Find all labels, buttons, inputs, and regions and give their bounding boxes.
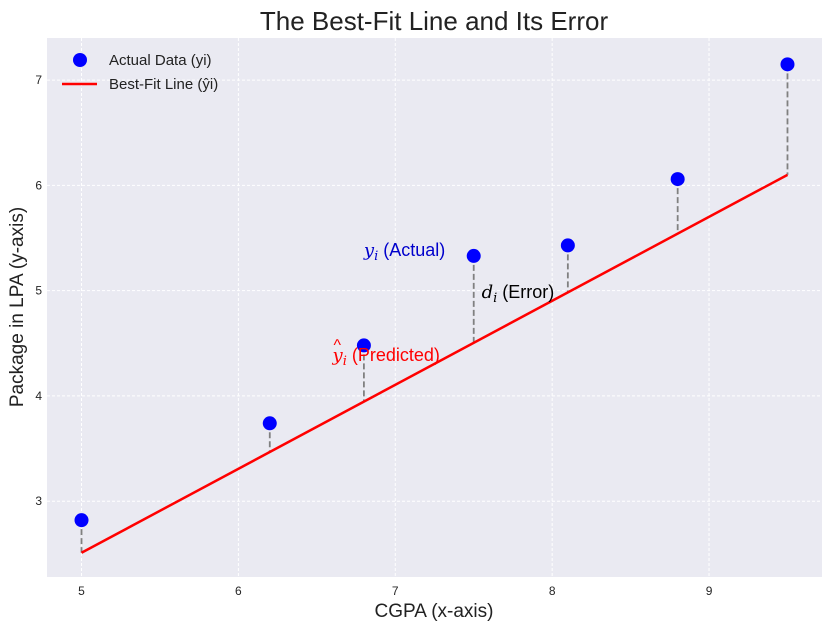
data-point — [356, 338, 371, 353]
data-points — [74, 57, 795, 528]
x-tick-label: 8 — [549, 584, 556, 598]
legend-label-actual: Actual Data (yi) — [109, 52, 212, 69]
data-point — [670, 172, 685, 187]
x-tick-label: 6 — [235, 584, 242, 598]
legend-label-fit: Best-Fit Line (ŷi) — [109, 76, 218, 93]
x-tick-label: 7 — [392, 584, 399, 598]
annotations: yi (Actual) di (Error) yi (Predicted)^ — [332, 240, 555, 369]
x-axis-ticks: 5 6 7 8 9 — [78, 584, 713, 598]
y-axis-ticks: 3 4 5 6 7 — [35, 73, 42, 508]
y-tick-label: 7 — [35, 73, 42, 87]
legend: Actual Data (yi) Best-Fit Line (ŷi) — [62, 52, 218, 93]
grid — [47, 38, 822, 577]
data-point — [780, 57, 795, 72]
plot-area — [47, 38, 822, 577]
annotation-error: di (Error) — [482, 282, 555, 306]
x-tick-label: 9 — [706, 584, 713, 598]
y-axis-label: Package in LPA (y-axis) — [7, 207, 28, 407]
data-point — [262, 416, 277, 431]
data-point — [560, 238, 575, 253]
error-lines — [80, 64, 789, 553]
annotation-predicted: yi (Predicted) — [332, 345, 440, 369]
chart-title: The Best-Fit Line and Its Error — [260, 6, 609, 36]
legend-marker-actual — [73, 53, 87, 67]
data-point — [466, 248, 481, 263]
annotation-actual: yi (Actual) — [363, 240, 445, 264]
y-tick-label: 6 — [35, 178, 42, 192]
data-point — [74, 513, 89, 528]
y-tick-label: 4 — [35, 389, 42, 403]
y-tick-label: 3 — [35, 494, 42, 508]
best-fit-line — [80, 173, 789, 554]
annotation-hat: ^ — [334, 337, 342, 354]
y-tick-label: 5 — [35, 284, 42, 298]
x-axis-label: CGPA (x-axis) — [375, 601, 494, 622]
fit-line-path — [80, 173, 789, 554]
x-tick-label: 5 — [78, 584, 85, 598]
